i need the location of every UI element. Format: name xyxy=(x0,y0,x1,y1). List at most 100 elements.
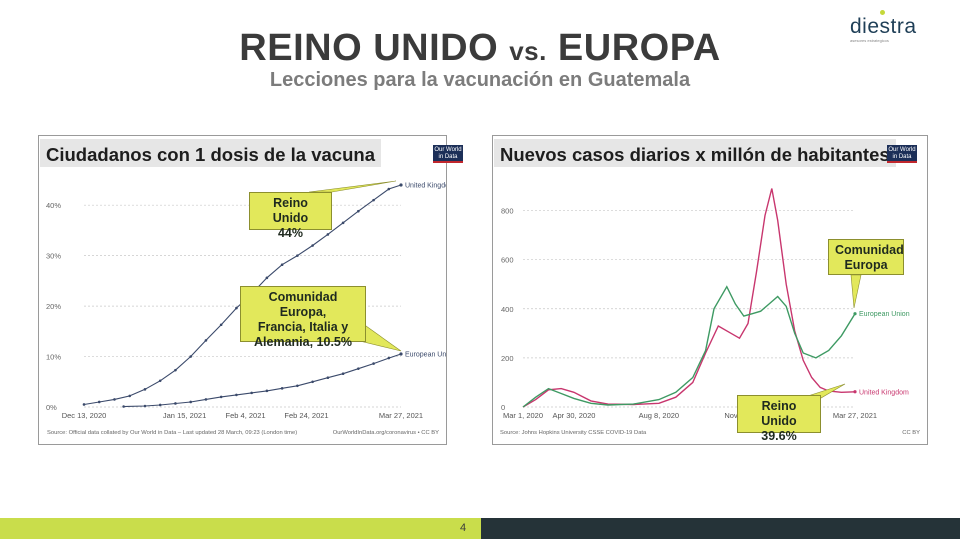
data-point xyxy=(372,362,375,365)
data-point xyxy=(82,403,86,406)
data-point xyxy=(296,254,299,257)
callout-text: Comunidad Europa, Francia, Italia y Alem… xyxy=(254,290,352,349)
data-point xyxy=(326,376,330,380)
owid-badge: Our World in Data xyxy=(433,145,463,163)
vaccination-chart-panel: 0% 10% 20% 30% 40% Dec 13, 2020 Jan 15, 2021 Fe… xyxy=(38,135,463,445)
source-text: Source: Official data collated by Our Wo… xyxy=(47,430,297,436)
logo-dot xyxy=(880,10,885,15)
callout-text: Comunidad Europa xyxy=(835,243,904,272)
slide-title: REINO UNIDO vs. EUROPA xyxy=(0,27,960,70)
y-tick-label: 10% xyxy=(46,353,61,362)
data-point xyxy=(158,403,162,407)
x-tick-label: Mar 1, 2020 xyxy=(503,411,543,420)
series-label: European Union xyxy=(859,311,910,318)
data-point xyxy=(387,187,391,191)
data-point xyxy=(357,367,360,370)
x-tick-label: Apr 30, 2020 xyxy=(552,411,595,420)
callout-reino-unido-cases: Reino Unido 39.6% xyxy=(737,395,821,443)
series-label: United Kingdom xyxy=(859,389,909,396)
data-point xyxy=(143,404,147,408)
data-point xyxy=(113,398,116,401)
callout-text: Reino Unido 44% xyxy=(272,196,309,240)
data-point xyxy=(280,263,284,267)
data-point xyxy=(387,356,391,360)
callout-reino-unido-vaccine: Reino Unido 44% xyxy=(249,192,332,240)
callout-comunidad-europa-vaccine: Comunidad Europa, Francia, Italia y Alem… xyxy=(240,286,366,349)
data-point xyxy=(311,380,314,384)
callout-pointer xyxy=(850,274,862,309)
cases-chart-panel: 0 200 400 600 800 Mar 1, 2020 Apr 30, 2020 Aug … xyxy=(492,135,928,445)
x-tick-label: Dec 13, 2020 xyxy=(62,411,107,420)
series-end-point xyxy=(853,390,857,394)
y-tick-label: 0 xyxy=(501,403,505,412)
page-number: 4 xyxy=(460,522,467,534)
x-tick-label: Nov xyxy=(724,411,738,420)
x-tick-label: Feb 4, 2021 xyxy=(226,411,266,420)
data-point xyxy=(189,355,192,358)
x-tick-label: Aug 8, 2020 xyxy=(639,411,679,420)
data-point xyxy=(174,402,177,405)
series-label: European Union xyxy=(405,352,446,359)
series-end-point xyxy=(399,352,403,356)
data-point xyxy=(341,372,345,375)
data-point xyxy=(357,209,360,213)
cases-chart: 0 200 400 600 800 Mar 1, 2020 Apr 30, 2020 Aug … xyxy=(500,188,920,436)
y-tick-label: 20% xyxy=(46,302,61,311)
title-part1: REINO UNIDO xyxy=(239,27,510,69)
callout-comunidad-europa-cases: Comunidad Europa xyxy=(828,239,904,275)
footer-bar-green xyxy=(0,518,481,539)
data-point xyxy=(204,339,208,342)
data-point xyxy=(219,395,223,399)
data-point xyxy=(341,221,345,225)
title-vs: vs. xyxy=(509,36,547,66)
series-line-european-union xyxy=(522,285,856,408)
series-label: United Kingdom xyxy=(405,183,446,190)
data-point xyxy=(296,384,299,388)
data-point xyxy=(189,400,192,404)
y-tick-label: 600 xyxy=(501,256,514,265)
data-point xyxy=(128,394,132,398)
diestra-logo: diestra asesores estrategicos xyxy=(850,10,920,43)
x-tick-label: Mar 27, 2021 xyxy=(379,411,423,420)
cases-chart-title: Nuevos casos diarios x millón de habitan… xyxy=(494,139,896,167)
x-tick-label: Mar 27, 2021 xyxy=(833,411,877,420)
footer-bar-dark xyxy=(481,518,960,539)
data-point xyxy=(311,244,314,247)
data-point xyxy=(265,389,269,393)
x-tick-label: Jan 15, 2021 xyxy=(163,411,206,420)
data-point xyxy=(326,233,330,236)
y-tick-label: 30% xyxy=(46,252,61,261)
data-point xyxy=(280,387,284,390)
credit-text: CC BY xyxy=(902,430,920,436)
data-point xyxy=(174,368,177,372)
credit-text: OurWorldInData.org/coronavirus • CC BY xyxy=(333,430,439,436)
data-point xyxy=(372,198,375,202)
vaccination-chart: 0% 10% 20% 30% 40% Dec 13, 2020 Jan 15, 2021 Fe… xyxy=(46,180,446,436)
series-line-european-union xyxy=(123,353,402,408)
logo-text: diestra xyxy=(850,15,917,38)
data-point xyxy=(97,400,101,404)
title-part2: EUROPA xyxy=(546,27,721,69)
y-tick-label: 200 xyxy=(501,354,514,363)
owid-badge: Our World in Data xyxy=(887,145,917,163)
callout-text: Reino Unido 39.6% xyxy=(761,399,797,443)
data-point xyxy=(219,323,223,327)
series-end-point xyxy=(399,183,403,187)
data-point xyxy=(250,391,253,395)
callout-pointer xyxy=(308,180,397,193)
series-end-point xyxy=(853,312,857,316)
vaccination-chart-title: Ciudadanos con 1 dosis de la vacuna xyxy=(40,139,381,167)
y-tick-label: 40% xyxy=(46,201,61,210)
data-point xyxy=(235,306,238,310)
data-point xyxy=(204,398,208,401)
logo-tagline: asesores estrategicos xyxy=(850,38,889,43)
source-text: Source: Johns Hopkins University CSSE CO… xyxy=(500,430,647,436)
data-point xyxy=(235,393,238,397)
data-point xyxy=(158,379,162,383)
y-tick-label: 800 xyxy=(501,207,514,216)
data-point xyxy=(122,405,125,408)
y-tick-label: 0% xyxy=(46,403,57,412)
data-point xyxy=(265,276,269,280)
slide-subtitle: Lecciones para la vacunación en Guatemal… xyxy=(269,69,691,91)
data-point xyxy=(143,388,147,391)
